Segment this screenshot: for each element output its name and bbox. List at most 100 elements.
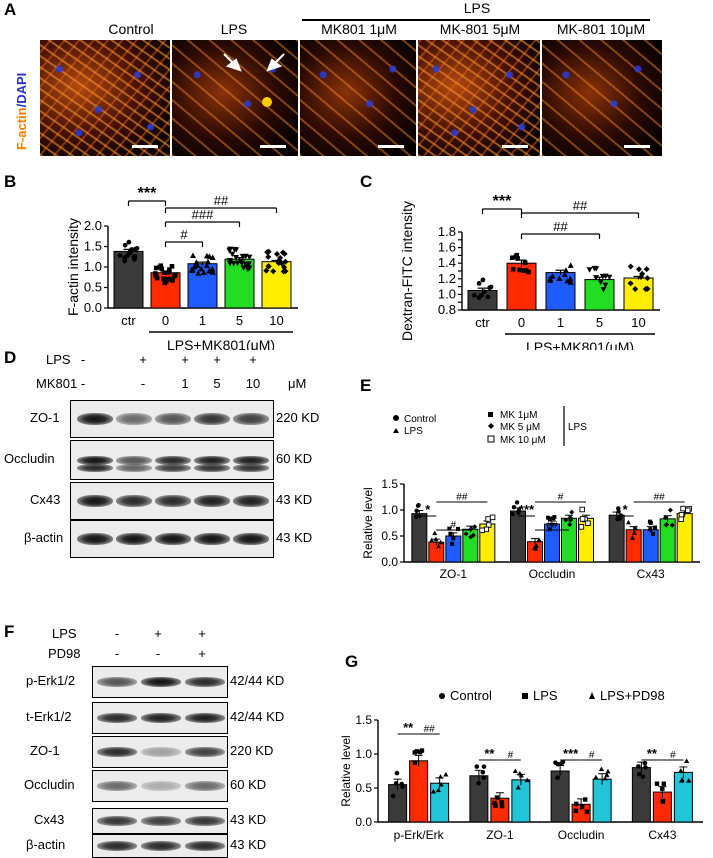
column-label-mk801-10: MK-801 10μM	[556, 21, 646, 37]
data-point	[433, 536, 439, 542]
x-tick-label: Cx43	[648, 828, 676, 842]
blot-d: LPS MK801- + + + + - -1 5 10 μM ZO-1 220 KD Occludin 6…	[0, 352, 340, 588]
lps-value: +	[154, 626, 162, 641]
data-point	[642, 286, 649, 293]
blot-strip-ZO-1	[92, 736, 228, 768]
data-point	[524, 777, 530, 783]
blot-f: LPS PD98 - + + - - + p-Erk1/2 42/44 KD t-Erk1/2 42/…	[0, 626, 330, 858]
data-point	[122, 242, 128, 248]
y-tick-label: 0.0	[84, 300, 102, 315]
data-point	[602, 282, 609, 289]
data-point	[510, 512, 515, 517]
data-point	[450, 541, 455, 546]
data-point	[447, 526, 452, 531]
data-point	[567, 275, 574, 282]
data-point	[280, 268, 287, 275]
bar-p-Erk/Erk-1	[409, 760, 429, 823]
data-point	[476, 281, 482, 286]
data-point	[437, 774, 444, 779]
data-point	[238, 260, 245, 266]
data-point	[678, 512, 685, 518]
blot-label: β-actin	[26, 837, 66, 852]
band	[185, 816, 225, 826]
lps-value: +	[181, 352, 189, 367]
band	[233, 413, 269, 425]
band	[185, 677, 225, 687]
blot-label: ZO-1	[30, 410, 60, 425]
data-point	[480, 769, 486, 775]
x-tick-label: 1	[557, 315, 564, 330]
data-point	[281, 264, 288, 271]
x-tick-label: 0	[162, 313, 169, 328]
chart-c: 0.81.01.21.41.61.8 Dextran-FITC intensity…	[399, 193, 660, 350]
data-point	[648, 527, 653, 532]
data-point	[663, 515, 669, 521]
data-point	[584, 809, 590, 814]
data-point	[455, 526, 460, 531]
data-point	[639, 270, 646, 277]
blot-label: Occludin	[4, 451, 55, 466]
sig-marker: *	[623, 502, 629, 517]
data-point	[516, 508, 522, 513]
data-point	[636, 771, 642, 777]
lps-value: -	[114, 626, 120, 641]
data-point	[597, 279, 604, 285]
band	[233, 495, 269, 507]
data-point	[481, 289, 487, 295]
column-label-control: Control	[108, 21, 154, 37]
legend-marker-mk10	[487, 435, 495, 443]
bar-ZO-1-2	[511, 779, 531, 823]
data-point	[559, 761, 564, 766]
band	[185, 713, 225, 723]
data-point	[265, 263, 272, 270]
data-point	[474, 764, 480, 769]
data-point	[166, 269, 172, 275]
data-point	[579, 506, 585, 513]
data-point	[510, 266, 516, 272]
y-axis-label: Dextran-FITC intensity	[399, 201, 415, 341]
mk801-value: 1	[181, 376, 189, 391]
band	[194, 495, 230, 507]
bar-Cx43-0	[608, 514, 625, 563]
data-point	[416, 503, 421, 508]
data-point	[561, 271, 568, 278]
data-point	[660, 786, 665, 792]
y-tick-label: 1.5	[381, 477, 398, 491]
sig-marker: ##	[553, 219, 568, 234]
blot-strip-Occludin	[70, 440, 274, 480]
band	[185, 841, 225, 851]
sig-marker: ##	[424, 724, 436, 735]
data-point	[517, 770, 523, 776]
lps-value: +	[139, 352, 147, 367]
sig-marker: #	[589, 750, 595, 761]
band	[77, 464, 113, 472]
blot-kd: 220 KD	[276, 410, 320, 425]
data-point	[567, 521, 573, 527]
sig-marker: ##	[546, 520, 558, 531]
data-point	[472, 524, 478, 530]
data-point	[443, 771, 449, 777]
band	[141, 841, 181, 851]
micrograph-control	[40, 40, 170, 156]
y-tick-label: 2.0	[84, 218, 102, 233]
band	[116, 413, 152, 425]
data-point	[578, 524, 585, 530]
blot-label: ZO-1	[30, 743, 60, 758]
panel-label-b: B	[4, 172, 17, 191]
data-point	[275, 259, 282, 266]
group-label: LPS+MK801(μM)	[167, 337, 275, 350]
data-point	[640, 774, 646, 779]
blot-label: p-Erk1/2	[26, 673, 76, 688]
data-point	[414, 508, 419, 513]
band	[141, 677, 181, 687]
blot-kd: 43 KD	[276, 492, 313, 507]
legend-lps: LPS	[533, 688, 558, 703]
y-axis-label: F-actin intensity	[65, 218, 81, 316]
band	[141, 747, 181, 757]
y-tick-label: 0.5	[84, 280, 102, 295]
data-point	[414, 749, 420, 754]
x-tick-label: ZO-1	[440, 567, 468, 581]
band	[116, 495, 152, 507]
data-point	[480, 277, 486, 283]
